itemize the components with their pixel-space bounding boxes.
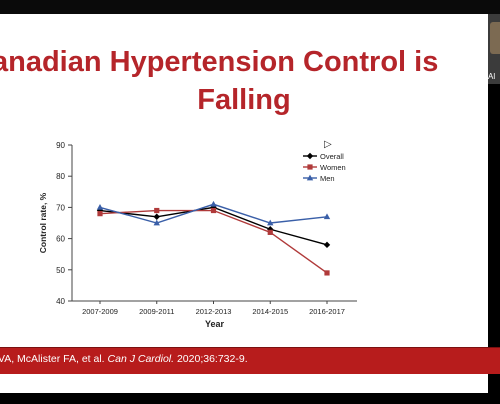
data-point-women [210,207,217,214]
data-point-overall [267,226,274,233]
y-tick-label: 80 [56,172,65,181]
legend-label-overall: Overall [320,152,344,161]
x-tick-label: 2014-2015 [252,307,288,316]
top-bar [0,0,500,14]
data-point-men [267,219,274,226]
presentation-slide: anadian Hypertension Control is Falling … [0,14,488,393]
y-tick-label: 90 [56,141,65,150]
data-point-women [154,207,160,214]
legend-marker-overall [306,152,314,160]
citation-bar: VA, McAlister FA, et al. Can J Cardiol. … [0,347,500,374]
citation-ref: 2020;36:732-9. [174,353,248,365]
x-tick-label: 2009-2011 [139,307,174,316]
data-point-women [97,211,103,217]
legend-marker-women [307,164,313,170]
y-tick-label: 70 [56,203,65,212]
data-point-overall [153,213,160,220]
y-tick-label: 40 [56,297,65,306]
slide-title-line-2: Falling [197,84,291,116]
y-tick-label: 60 [56,235,65,244]
data-point-overall [323,241,331,249]
data-point-men [153,219,160,226]
slide-title-line-1: anadian Hypertension Control is [0,46,439,78]
participant-video-thumbnail[interactable]: Al [488,14,500,84]
participant-avatar [490,22,500,54]
data-point-overall [210,204,217,211]
citation-journal: Can J Cardiol. [107,353,175,365]
y-axis-label: Control rate, % [38,192,48,253]
legend-label-men: Men [320,174,335,183]
data-point-men [323,213,331,220]
x-axis-label: Year [205,319,225,329]
y-tick-label: 50 [56,266,65,275]
citation: VA, McAlister FA, et al. Can J Cardiol. … [0,353,248,365]
legend-label-women: Women [320,163,346,172]
data-point-men [210,200,217,207]
cursor-icon: ▷ [324,139,332,150]
data-point-men [96,204,104,210]
control-rate-chart: 40 50 60 70 80 90 2007-2009 2009-2011 2012-2013 2… [38,141,357,329]
citation-authors: VA, McAlister FA, et al. [0,353,108,365]
participant-name: Al [488,72,496,81]
x-tick-label: 2007-2009 [82,307,118,316]
legend-marker-men [306,174,314,181]
x-tick-label: 2016-2017 [309,307,345,316]
data-point-women [267,229,273,235]
data-point-women [324,270,330,276]
x-tick-label: 2012-2013 [196,307,232,316]
